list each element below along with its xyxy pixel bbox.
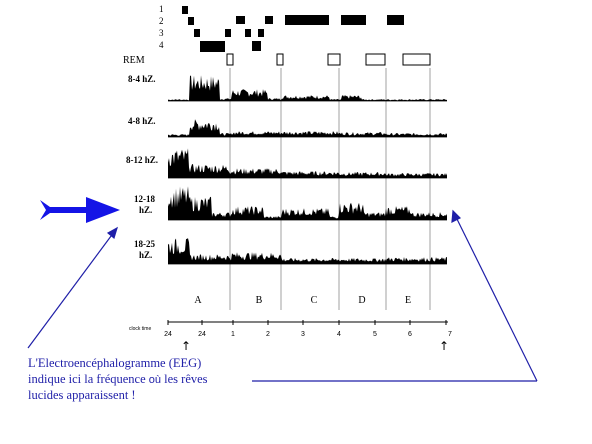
stage-label: 1 xyxy=(159,4,164,14)
clock-time-markers: ↑ ↑ xyxy=(181,339,449,353)
caption-line: L'Electroencéphalogramme (EEG) xyxy=(28,356,202,370)
clock-tick-label: 6 xyxy=(408,331,412,338)
band-label: 4-8 hZ. xyxy=(128,116,156,126)
frequency-band-labels: 8-4 hZ. 4-8 hZ. 8-12 hZ. 12-18 hZ. 18-25… xyxy=(126,74,158,260)
cycle-label: A xyxy=(194,295,202,306)
highlight-arrow-icon xyxy=(40,197,120,223)
clock-axis xyxy=(167,320,448,325)
hypnogram xyxy=(182,6,404,52)
caption-text: les rêves xyxy=(161,371,208,386)
cycle-label: B xyxy=(256,295,263,306)
clock-tick-labels: 24 24 1 2 3 4 5 6 7 xyxy=(164,331,452,338)
band-label: hZ. xyxy=(139,250,152,260)
clock-tick-label: 24 xyxy=(164,331,172,338)
caption-text: où xyxy=(148,373,162,386)
hypnogram-block xyxy=(258,29,264,37)
annotation-pointers xyxy=(27,209,538,382)
up-arrow-icon: ↑ xyxy=(181,339,191,353)
clock-time-label: clock time xyxy=(129,326,151,332)
rem-period xyxy=(276,53,284,66)
eeg-trace xyxy=(168,238,447,264)
hypnogram-block xyxy=(236,16,245,24)
band-label: 8-12 hZ. xyxy=(126,155,158,165)
pointer-arrowhead-icon xyxy=(451,209,462,224)
hypnogram-block xyxy=(194,29,200,37)
eeg-trace xyxy=(168,119,447,137)
clock-tick-label: 5 xyxy=(373,331,377,338)
band-label: 12-18 xyxy=(134,194,155,204)
rem-period xyxy=(365,53,386,66)
rem-label: REM xyxy=(123,55,145,66)
hypnogram-block xyxy=(265,16,273,24)
caption-text: indique ici la fréquence xyxy=(28,371,149,386)
cycle-labels: A B C D E xyxy=(194,295,411,306)
hypnogram-block xyxy=(188,17,194,25)
hypnogram-block xyxy=(252,41,261,51)
clock-tick-label: 2 xyxy=(266,331,270,338)
cycle-label: C xyxy=(311,295,318,306)
annotation-caption: L'Electroencéphalogramme (EEG) indique i… xyxy=(28,356,288,404)
stage-label: 3 xyxy=(159,28,164,38)
clock-tick-label: 3 xyxy=(301,331,305,338)
eeg-traces xyxy=(168,75,447,265)
hypnogram-block xyxy=(245,29,251,37)
eeg-trace xyxy=(168,75,447,101)
rem-period xyxy=(226,53,234,66)
stage-label: 2 xyxy=(159,16,164,26)
band-label: hZ. xyxy=(139,205,152,215)
cycle-label: E xyxy=(405,295,411,306)
hypnogram-block xyxy=(285,15,329,25)
clock-tick-label: 4 xyxy=(337,331,341,338)
clock-tick-label: 7 xyxy=(448,331,452,338)
rem-period xyxy=(327,53,341,66)
hypnogram-block xyxy=(387,15,404,25)
pointer-line xyxy=(27,227,118,349)
rem-period xyxy=(402,53,431,66)
clock-tick-label: 24 xyxy=(198,331,206,338)
eeg-trace xyxy=(168,186,447,220)
up-arrow-icon: ↑ xyxy=(439,339,449,353)
sleep-stage-labels: 1 2 3 4 xyxy=(159,4,164,50)
cycle-label: D xyxy=(358,295,365,306)
caption-line: indique ici la fréquence où les rêves xyxy=(28,372,288,389)
hypnogram-block xyxy=(225,29,231,37)
rem-periods xyxy=(226,53,431,66)
pointer-line xyxy=(452,210,538,382)
caption-line: lucides apparaissent ! xyxy=(28,388,136,402)
eeg-trace xyxy=(168,148,447,178)
hypnogram-block xyxy=(200,41,225,52)
hypnogram-block xyxy=(182,6,188,14)
pointer-arrowhead-icon xyxy=(106,226,118,240)
hypnogram-block xyxy=(341,15,366,25)
clock-tick-label: 1 xyxy=(231,331,235,338)
band-label: 8-4 hZ. xyxy=(128,74,156,84)
cycle-dividers xyxy=(229,68,431,310)
stage-label: 4 xyxy=(159,40,164,50)
band-label: 18-25 xyxy=(134,239,155,249)
